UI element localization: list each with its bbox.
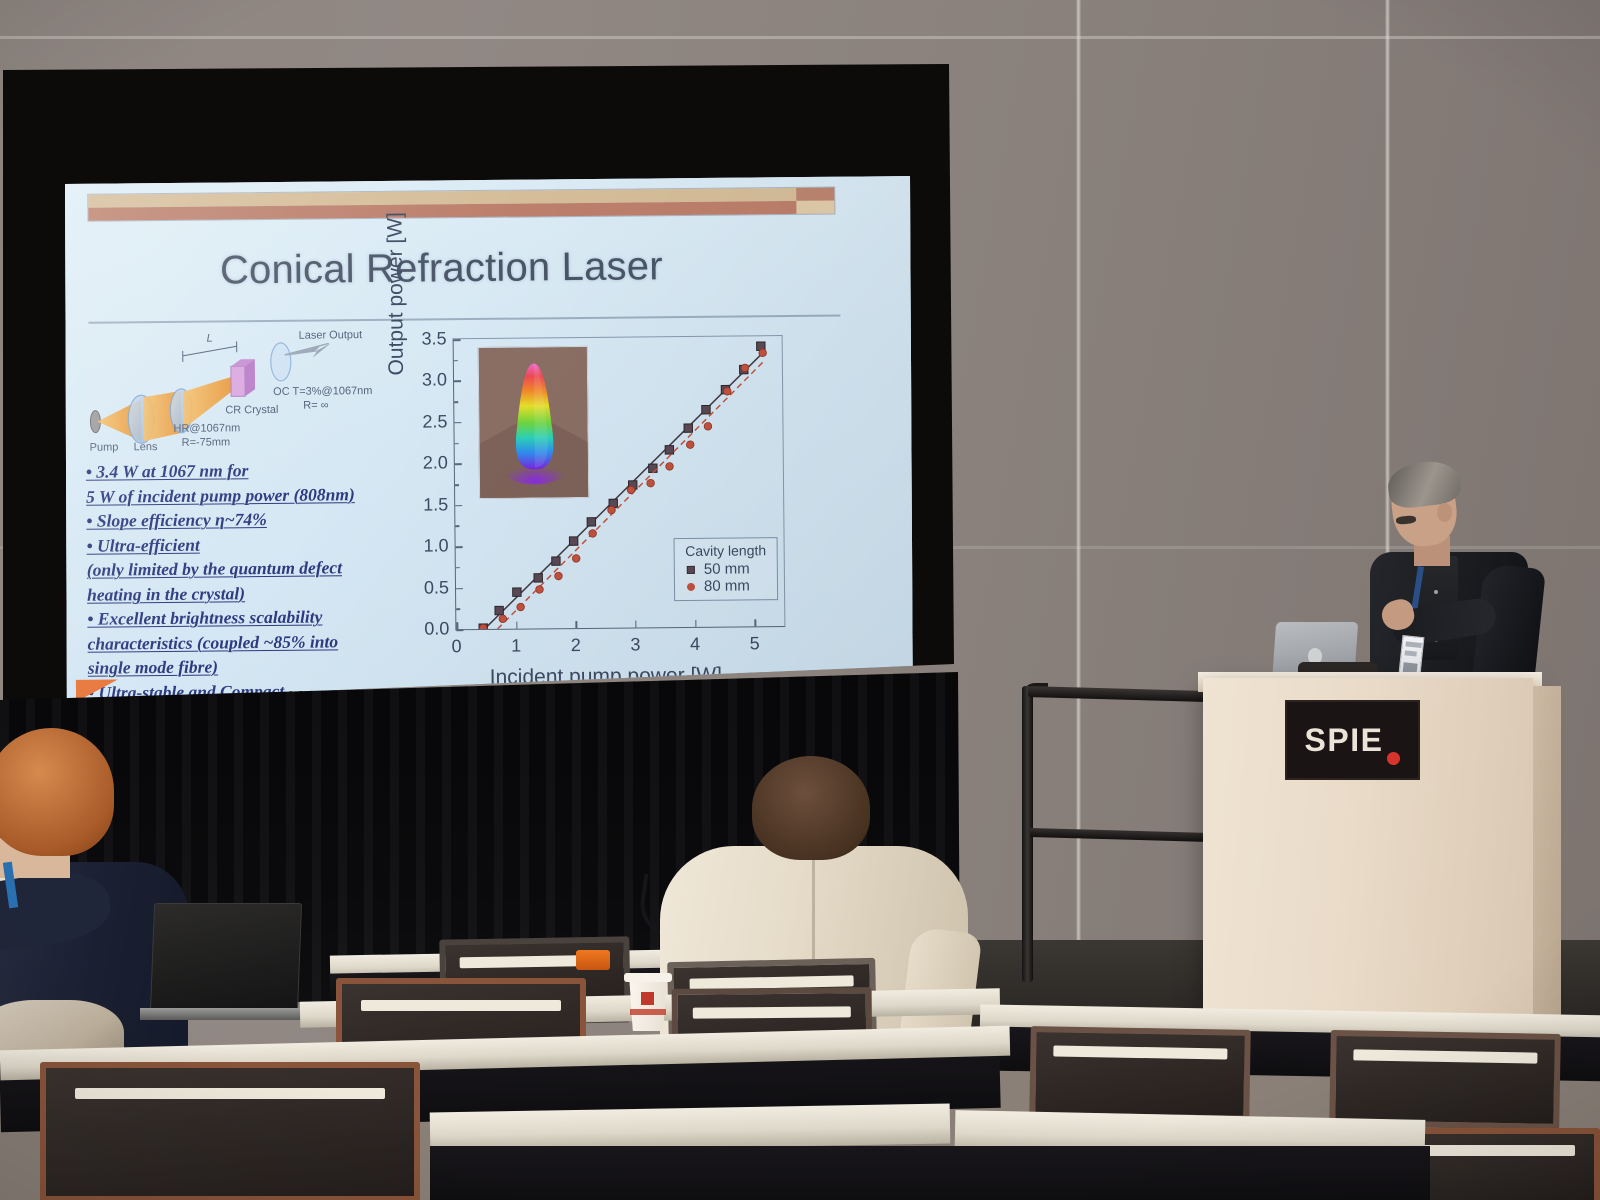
chart-data-point bbox=[607, 505, 616, 515]
chart-data-point bbox=[571, 554, 581, 563]
spie-logo-sign: SPIE bbox=[1285, 700, 1420, 780]
projection-screen-surface: Conical Refraction Laser bbox=[65, 176, 913, 704]
chart-data-point bbox=[535, 585, 544, 594]
audience-member-2-shirt-seam bbox=[812, 852, 815, 1042]
chart-data-point bbox=[551, 556, 561, 566]
chart-data-point bbox=[703, 422, 713, 431]
chair-row-right-2[interactable] bbox=[1329, 1030, 1561, 1130]
chair-slat bbox=[1052, 1045, 1228, 1060]
wall-band bbox=[0, 36, 1600, 39]
chart-fit-line-50-mm bbox=[482, 354, 762, 630]
chart-series-layer bbox=[478, 341, 767, 630]
chart-data-point bbox=[568, 536, 579, 546]
chart-data-point bbox=[664, 445, 675, 455]
chart-data-point bbox=[588, 529, 597, 538]
chart-data-point bbox=[479, 623, 488, 630]
chart-data-point bbox=[683, 423, 694, 433]
beam-profile-inset bbox=[477, 345, 590, 499]
chart-data-point bbox=[686, 440, 695, 449]
chart-data-point bbox=[533, 573, 543, 583]
wall-seam bbox=[1385, 0, 1390, 1050]
chair-slat bbox=[75, 1088, 385, 1100]
chart-data-point bbox=[646, 478, 655, 488]
presentation-slide: Conical Refraction Laser bbox=[65, 176, 913, 704]
slope-efficiency-chart: Output power [W] Incident pump power [W] bbox=[383, 212, 794, 689]
wall-seam bbox=[1076, 0, 1081, 1050]
spie-logo-text: SPIE bbox=[1304, 721, 1384, 758]
laptop-logo-icon bbox=[1308, 648, 1322, 664]
coffee-cup-brand-text bbox=[630, 1009, 666, 1015]
chart-data-point bbox=[740, 363, 750, 373]
chart-data-point bbox=[512, 587, 522, 597]
chart-data-point bbox=[626, 485, 636, 495]
audience-member-1-head bbox=[0, 728, 114, 856]
table-front-right-shadow bbox=[430, 1146, 1430, 1200]
chart-plot-area: Cavity length 50 mm 80 mm 0.0 0.5 1.0 1.5 2.… bbox=[421, 328, 786, 656]
beam-profile-svg bbox=[478, 346, 590, 499]
chart-fit-line-80-mm bbox=[482, 361, 764, 630]
chair-slat bbox=[1353, 1049, 1538, 1065]
coffee-cup-lid bbox=[624, 973, 672, 982]
seat-pocket-object bbox=[576, 950, 610, 970]
chart-data-point bbox=[498, 614, 508, 624]
chart-data-point bbox=[554, 571, 563, 581]
projection-screen-frame: Conical Refraction Laser bbox=[3, 64, 954, 704]
railing-post bbox=[1022, 686, 1033, 982]
shirt-button bbox=[1434, 590, 1438, 594]
chair-slat bbox=[361, 1000, 561, 1011]
coffee-cup-logo-icon bbox=[641, 992, 654, 1005]
spie-logo-dot-icon bbox=[1387, 752, 1401, 765]
speaker-ear bbox=[1437, 503, 1452, 522]
audience-laptop-base bbox=[140, 1008, 310, 1020]
chair-slat bbox=[1375, 1144, 1575, 1156]
optics-diagram-svg bbox=[89, 341, 331, 444]
optics-diagram: Pump Lens HR@1067nm R=-75mm CR Crystal O… bbox=[85, 327, 386, 460]
chart-data-point bbox=[586, 517, 597, 527]
chart-data-point bbox=[701, 404, 711, 415]
chart-data-point bbox=[516, 602, 525, 612]
chart-data-point bbox=[758, 348, 767, 358]
chart-data-point bbox=[494, 605, 504, 616]
podium-side-panel bbox=[1533, 686, 1561, 1022]
audience-member-2-head bbox=[752, 756, 870, 860]
audience-laptop-lid bbox=[149, 903, 303, 1013]
chair-slat bbox=[692, 1006, 851, 1019]
chair-row-right[interactable] bbox=[1029, 1026, 1251, 1122]
chart-data-point bbox=[723, 387, 732, 396]
chair-front-row-left[interactable] bbox=[40, 1062, 420, 1200]
chart-data-point bbox=[665, 462, 674, 471]
